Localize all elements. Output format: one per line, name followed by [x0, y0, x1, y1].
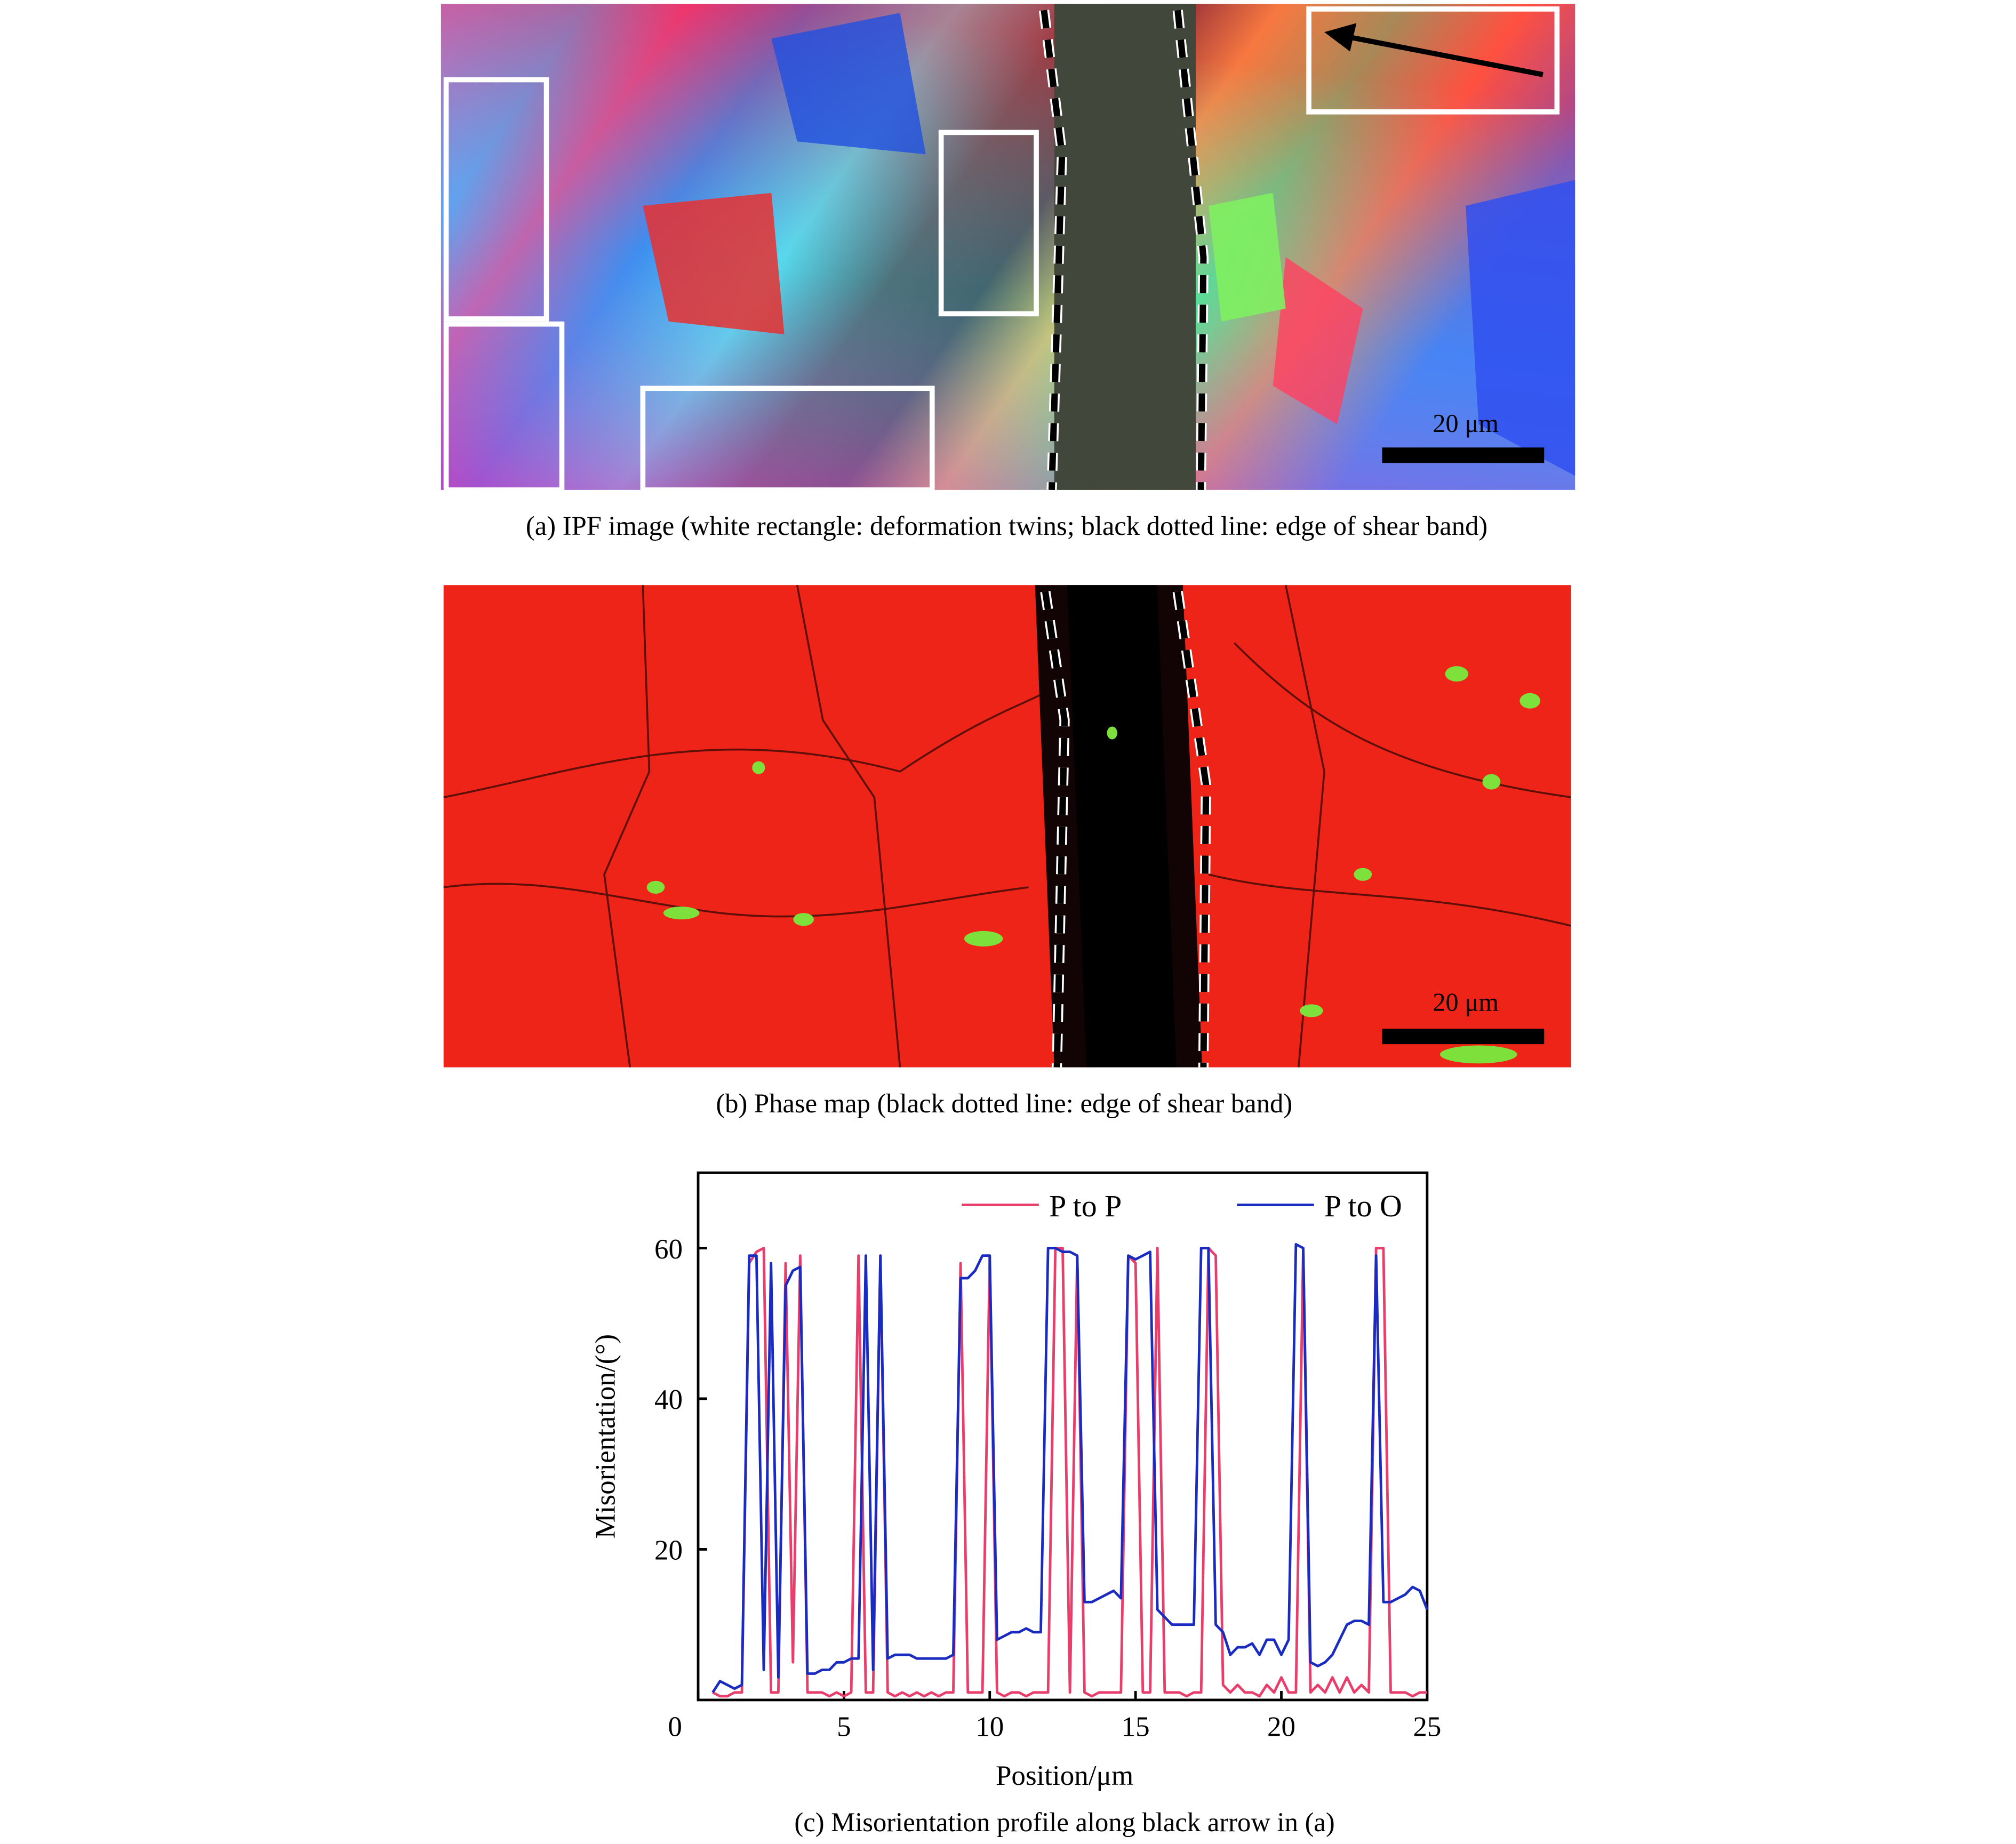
x-tick-label: 5	[837, 1711, 851, 1742]
ipf-image	[441, 4, 1575, 493]
line-chart: 0 5 10 15 20 25 20 40 60 P to P P to O	[654, 1171, 1441, 1742]
y-axis-label: Misorientation/(°)	[590, 1334, 621, 1539]
x-tick-label: 25	[1413, 1711, 1441, 1742]
legend-label: P to P	[1049, 1189, 1122, 1223]
y-tick-label: 60	[654, 1234, 683, 1265]
x-tick-label: 15	[1122, 1711, 1150, 1742]
series-line	[711, 1242, 1429, 1694]
caption: (a) IPF image (white rectangle: deformat…	[526, 511, 1487, 541]
y-tick-label: 20	[654, 1535, 683, 1566]
legend-label: P to O	[1324, 1189, 1402, 1223]
plot-frame	[697, 1171, 1429, 1702]
x-tick-label: 0	[668, 1711, 682, 1742]
series-line	[712, 1247, 1427, 1698]
x-tick-label: 10	[975, 1711, 1004, 1742]
caption: (c) Misorientation profile along black a…	[794, 1807, 1334, 1837]
y-tick-label: 40	[654, 1384, 683, 1415]
scale-label: 20 μm	[1433, 988, 1499, 1016]
phase-map	[443, 584, 1572, 1068]
caption: (b) Phase map (black dotted line: edge o…	[716, 1088, 1292, 1118]
x-axis-label: Position/μm	[996, 1760, 1133, 1791]
scale-label: 20 μm	[1433, 410, 1499, 438]
x-tick-label: 20	[1267, 1711, 1295, 1742]
